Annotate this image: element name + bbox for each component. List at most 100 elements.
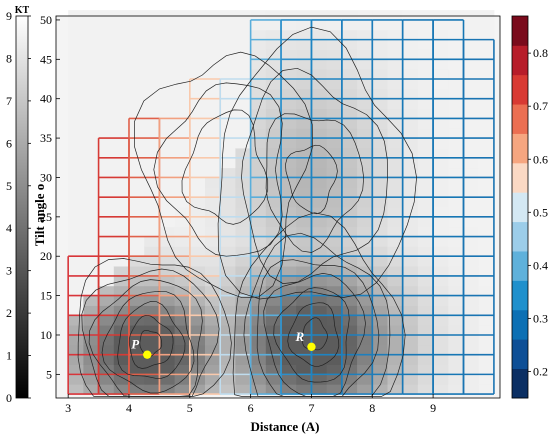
ratio-tick-label: 0.6 [533, 152, 548, 166]
shading-cell [144, 98, 160, 109]
shading-cell [220, 39, 236, 50]
shading-cell [98, 315, 115, 326]
ratio-colorbar-block [512, 45, 528, 76]
shading-cell [326, 49, 343, 60]
shading-cell [433, 364, 449, 375]
shading-cell [159, 384, 176, 395]
shading-cell [402, 325, 419, 336]
shading-cell [387, 98, 404, 109]
shading-cell [83, 19, 100, 31]
shading-cell [417, 69, 434, 80]
shading-cell [68, 138, 84, 149]
shading-cell [357, 295, 373, 306]
shading-cell [250, 226, 267, 237]
shading-cell [250, 98, 267, 109]
shading-cell [478, 256, 495, 267]
shading-cell [326, 10, 343, 21]
shading-cell [205, 88, 221, 100]
shading-cell [68, 305, 84, 316]
shading-cell [205, 98, 221, 109]
shading-cell [205, 118, 221, 129]
shading-cell [281, 354, 297, 365]
shading-cell [311, 10, 328, 21]
shading-cell [68, 128, 84, 139]
shading-cell [235, 10, 252, 21]
shading-cell [174, 354, 191, 365]
shading-cell [478, 285, 495, 297]
shading-cell [144, 10, 160, 21]
shading-cell [281, 236, 297, 247]
shading-cell [68, 236, 84, 247]
shading-cell [83, 335, 100, 346]
shading-cell [205, 19, 221, 31]
shading-cell [205, 39, 221, 50]
shading-cell [326, 138, 343, 149]
shading-cell [98, 128, 115, 139]
shading-cell [402, 108, 419, 119]
shading-cell [189, 216, 206, 228]
shading-cell [341, 108, 358, 119]
shading-cell [159, 207, 176, 218]
shading-cell [463, 157, 480, 169]
shading-cell [296, 138, 312, 149]
shading-cell [433, 167, 449, 178]
shading-cell [68, 147, 84, 159]
shading-cell [387, 354, 404, 365]
shading-cell [265, 187, 282, 198]
shading-cell [250, 19, 267, 31]
shading-cell [68, 157, 84, 169]
shading-cell [174, 246, 191, 257]
x-tick-label: 4 [126, 401, 132, 415]
shading-cell [159, 325, 176, 336]
shading-cell [387, 315, 404, 326]
shading-cell [311, 19, 328, 31]
shading-cell [235, 236, 252, 247]
shading-cell [205, 256, 221, 267]
y-tick-label: 35 [40, 131, 52, 145]
ratio-tick-label: 0.2 [533, 364, 548, 378]
shading-cell [189, 374, 206, 385]
shading-cell [250, 39, 267, 50]
shading-cell [448, 354, 464, 365]
shading-cell [144, 226, 160, 237]
shading-cell [357, 10, 373, 21]
shading-cell [341, 226, 358, 237]
shading-cell [235, 285, 252, 297]
shading-cell [174, 325, 191, 336]
shading-cell [129, 344, 145, 356]
shading-cell [220, 275, 236, 287]
shading-cell [341, 197, 358, 208]
shading-cell [281, 147, 297, 159]
shading-cell [372, 256, 388, 267]
shading-cell [311, 344, 328, 356]
shading-cell [144, 354, 160, 365]
shading-cell [113, 29, 130, 41]
shading-cell [159, 19, 176, 31]
shading-cell [448, 305, 464, 316]
shading-cell [311, 216, 328, 228]
shading-cell [463, 285, 480, 297]
shading-cell [205, 374, 221, 385]
shading-cell [448, 147, 464, 159]
shading-cell [281, 177, 297, 188]
shading-cell [113, 325, 130, 336]
shading-cell [311, 305, 328, 316]
shading-cell [433, 266, 449, 277]
shading-cell [372, 354, 388, 365]
shading-cell [372, 197, 388, 208]
shading-cell [357, 344, 373, 356]
shading-cell [463, 138, 480, 149]
shading-cell [478, 315, 495, 326]
shading-cell [220, 29, 236, 41]
contour-line [101, 290, 195, 394]
shading-cell [341, 216, 358, 228]
shading-cell [296, 335, 312, 346]
shading-cell [402, 10, 419, 21]
shading-cell [220, 207, 236, 218]
shading-cell [448, 108, 464, 119]
shading-cell [357, 384, 373, 395]
shading-cell [159, 226, 176, 237]
shading-cell [220, 364, 236, 375]
shading-cell [402, 207, 419, 218]
shading-cell [281, 167, 297, 178]
